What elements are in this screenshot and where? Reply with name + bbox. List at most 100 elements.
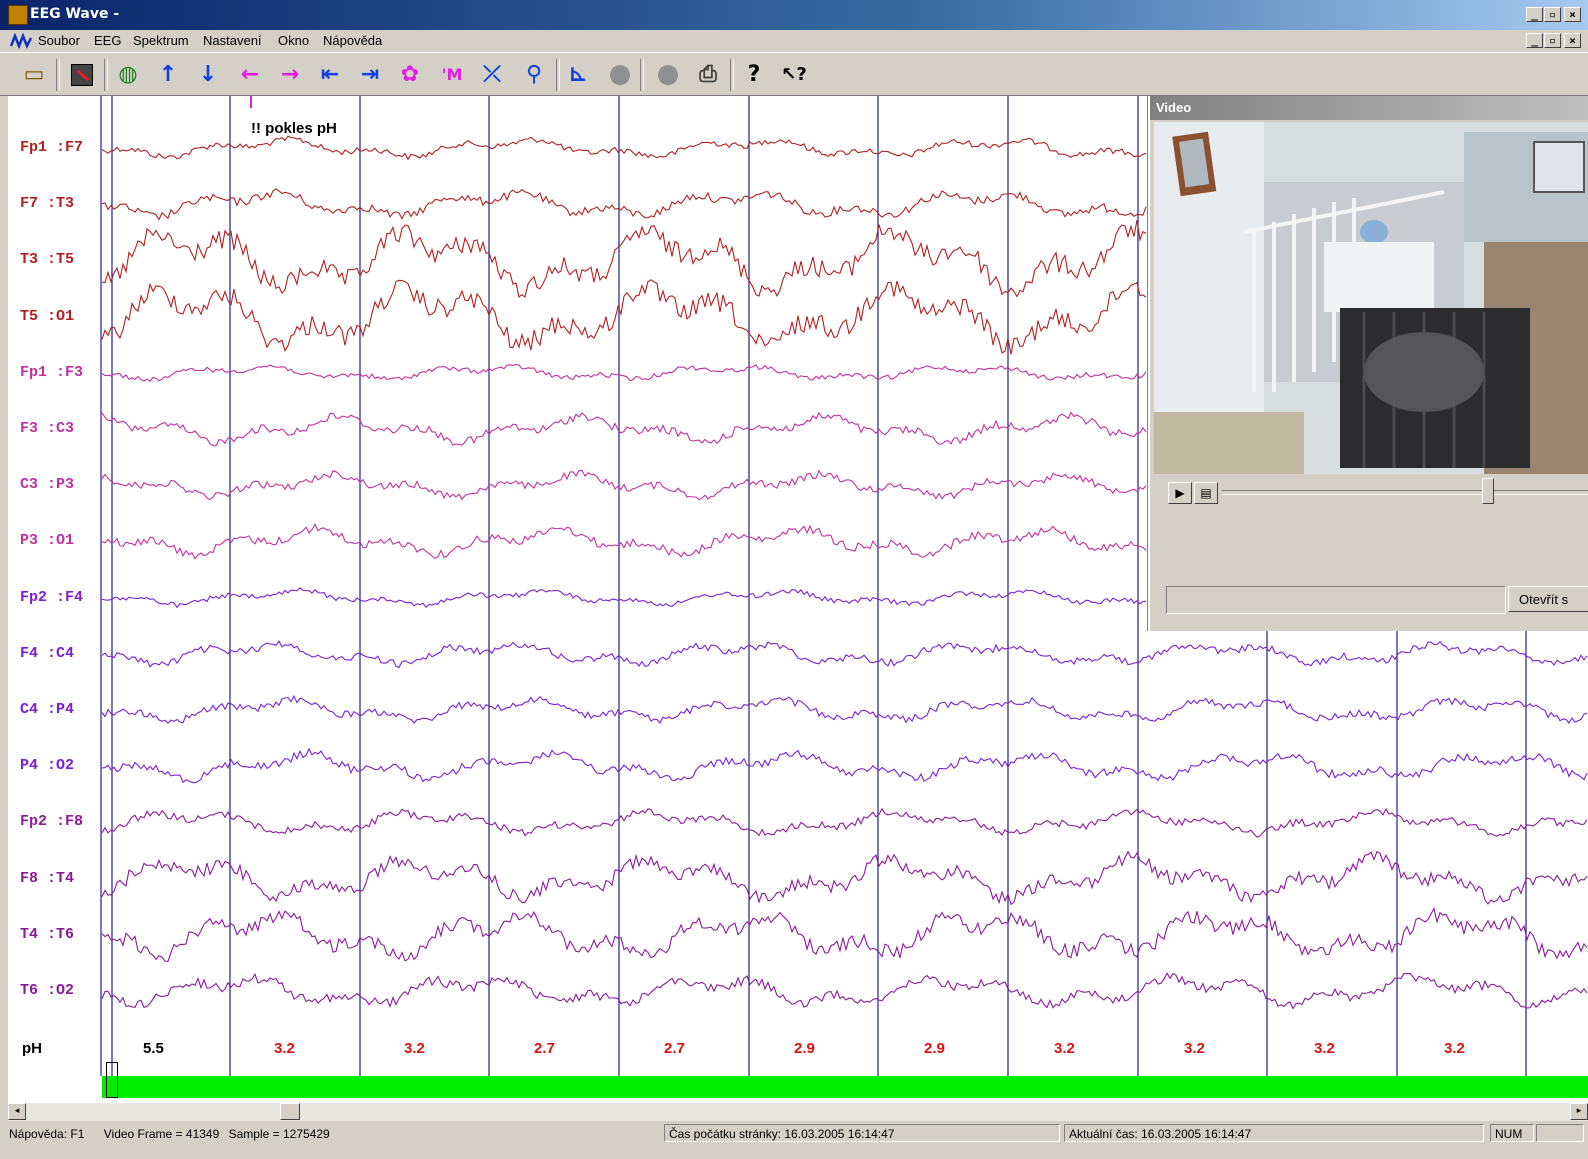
record-1-icon[interactable] xyxy=(606,61,634,89)
eeg-trace xyxy=(101,850,1588,906)
help-icon[interactable]: ? xyxy=(747,62,761,87)
open-video-button[interactable]: Otevřít s xyxy=(1508,586,1588,612)
ph-bar-cursor[interactable] xyxy=(106,1062,118,1098)
channel-label: Fp2 :F8 xyxy=(20,813,84,831)
mdi-restore-button[interactable]: ▫ xyxy=(1544,33,1561,48)
playlist-button[interactable]: ▤ xyxy=(1194,482,1218,504)
menu-bar: Soubor EEG Spektrum Nastavení Okno Nápov… xyxy=(0,30,1588,52)
app-icon xyxy=(8,5,28,25)
channel-label: Fp2 :F4 xyxy=(20,588,84,606)
play-button[interactable]: ▶ xyxy=(1168,482,1192,504)
ph-value: 2.9 xyxy=(924,1040,945,1057)
eeg-annotation: !! pokles pH xyxy=(251,120,337,137)
open-folder-icon[interactable]: ▭ xyxy=(23,62,45,87)
channel-label: F3 :C3 xyxy=(20,420,75,437)
title-bar: EEG Wave - _ ▫ × xyxy=(0,0,1588,30)
ph-label: pH xyxy=(22,1040,42,1057)
channel-label: T6 :O2 xyxy=(20,982,75,999)
menu-soubor[interactable]: Soubor xyxy=(38,33,80,48)
eeg-trace xyxy=(101,640,1588,669)
channel-label: Fp1 :F7 xyxy=(20,139,84,156)
menu-spektrum[interactable]: Spektrum xyxy=(133,33,189,48)
eeg-trace xyxy=(101,523,1147,560)
mark-m-icon[interactable]: 'M xyxy=(441,65,463,84)
channel-label: F7 :T3 xyxy=(20,195,75,213)
toolbar-separator xyxy=(56,59,60,91)
ph-value: 2.7 xyxy=(664,1040,685,1057)
ph-value: 3.2 xyxy=(1444,1040,1465,1057)
eeg-trace xyxy=(101,188,1147,221)
ph-value: 3.2 xyxy=(1184,1040,1205,1057)
arrow-right-icon[interactable]: → xyxy=(280,62,300,87)
channel-label: T4 :T6 xyxy=(20,925,75,943)
go-start-icon[interactable]: ⇤ xyxy=(320,62,340,87)
filter-icon[interactable]: ✿ xyxy=(400,62,420,87)
ph-value: 5.5 xyxy=(143,1040,164,1057)
status-frame: Video Frame = 41349 xyxy=(103,1127,220,1141)
spectrum-icon[interactable]: ⊾ xyxy=(568,62,588,87)
print-icon[interactable]: ⎙ xyxy=(699,62,717,87)
eeg-trace xyxy=(101,972,1588,1010)
channel-label: F8 :T4 xyxy=(20,869,75,887)
close-button[interactable]: × xyxy=(1564,7,1581,22)
menu-nastaveni[interactable]: Nastavení xyxy=(203,33,262,48)
wave-logo-icon xyxy=(10,32,33,50)
eeg-trace xyxy=(101,587,1147,609)
montage-icon[interactable]: ◍ xyxy=(118,62,138,87)
ph-value: 2.9 xyxy=(794,1040,815,1057)
scroll-right-button[interactable]: ▸ xyxy=(1570,1103,1588,1120)
context-help-icon[interactable]: ↖? xyxy=(781,64,807,85)
eeg-trace xyxy=(101,411,1147,447)
eeg-trace xyxy=(101,807,1588,838)
video-title: Video xyxy=(1150,96,1588,120)
scroll-thumb[interactable] xyxy=(280,1103,300,1120)
ph-value: 3.2 xyxy=(1314,1040,1335,1057)
toolbar: ▭ ◍ ↑ ↓ ← → ⇤ ⇥ ✿ 'M ⤫ ⚲ ⊾ ⎙ ? ↖? xyxy=(0,52,1588,96)
video-seek-thumb[interactable] xyxy=(1482,478,1494,504)
eeg-trace xyxy=(101,747,1588,784)
video-panel: Video xyxy=(1148,96,1588,631)
arrow-up-icon[interactable]: ↑ xyxy=(158,62,178,87)
mdi-minimize-button[interactable]: _ xyxy=(1526,33,1543,48)
status-bar: Nápověda: F1 Video Frame = 41349 Sample … xyxy=(0,1122,1588,1144)
zoom-icon[interactable]: ⚲ xyxy=(525,62,543,87)
horizontal-scrollbar[interactable]: ◂ ▸ xyxy=(8,1102,1588,1121)
ph-value: 3.2 xyxy=(1054,1040,1075,1057)
channel-label: C4 :P4 xyxy=(20,701,75,718)
scroll-left-button[interactable]: ◂ xyxy=(8,1103,26,1120)
minimize-button[interactable]: _ xyxy=(1526,7,1543,22)
channel-label: T5 :O1 xyxy=(20,307,75,325)
toolbar-separator xyxy=(556,59,560,91)
record-2-icon[interactable] xyxy=(654,61,682,89)
video-image xyxy=(1154,122,1588,474)
status-sample: Sample = 1275429 xyxy=(228,1127,330,1141)
eeg-trace xyxy=(101,219,1147,298)
arrow-down-icon[interactable]: ↓ xyxy=(198,62,218,87)
mdi-close-button[interactable]: × xyxy=(1564,33,1581,48)
eeg-trace xyxy=(101,906,1588,962)
status-current-time: Aktuální čas: 16.03.2005 16:14:47 xyxy=(1064,1124,1484,1142)
measure-icon[interactable]: ⤫ xyxy=(483,62,501,87)
channel-label: C3 :P3 xyxy=(20,476,75,494)
video-seek-track[interactable] xyxy=(1222,490,1588,495)
status-page-start: Čas počátku stránky: 16.03.2005 16:14:47 xyxy=(664,1124,1060,1142)
maximize-button[interactable]: ▫ xyxy=(1544,7,1561,22)
video-path-field[interactable] xyxy=(1166,586,1506,614)
ph-value: 3.2 xyxy=(404,1040,425,1057)
marker-icon[interactable] xyxy=(68,61,96,89)
eeg-trace xyxy=(101,694,1588,724)
toolbar-separator xyxy=(730,59,734,91)
ph-value: 2.7 xyxy=(534,1040,555,1057)
arrow-left-icon[interactable]: ← xyxy=(240,62,260,87)
eeg-trace xyxy=(101,469,1147,501)
go-end-icon[interactable]: ⇥ xyxy=(360,62,380,87)
menu-eeg[interactable]: EEG xyxy=(94,33,122,48)
menu-napoveda[interactable]: Nápověda xyxy=(323,33,383,48)
toolbar-separator xyxy=(104,59,108,91)
window-title: EEG Wave - xyxy=(30,6,120,22)
menu-okno[interactable]: Okno xyxy=(278,33,310,48)
channel-label: T3 :T5 xyxy=(20,251,75,269)
ph-bar xyxy=(102,1062,1588,1098)
ph-value: 3.2 xyxy=(274,1040,295,1057)
channel-label: P3 :O1 xyxy=(20,532,75,550)
